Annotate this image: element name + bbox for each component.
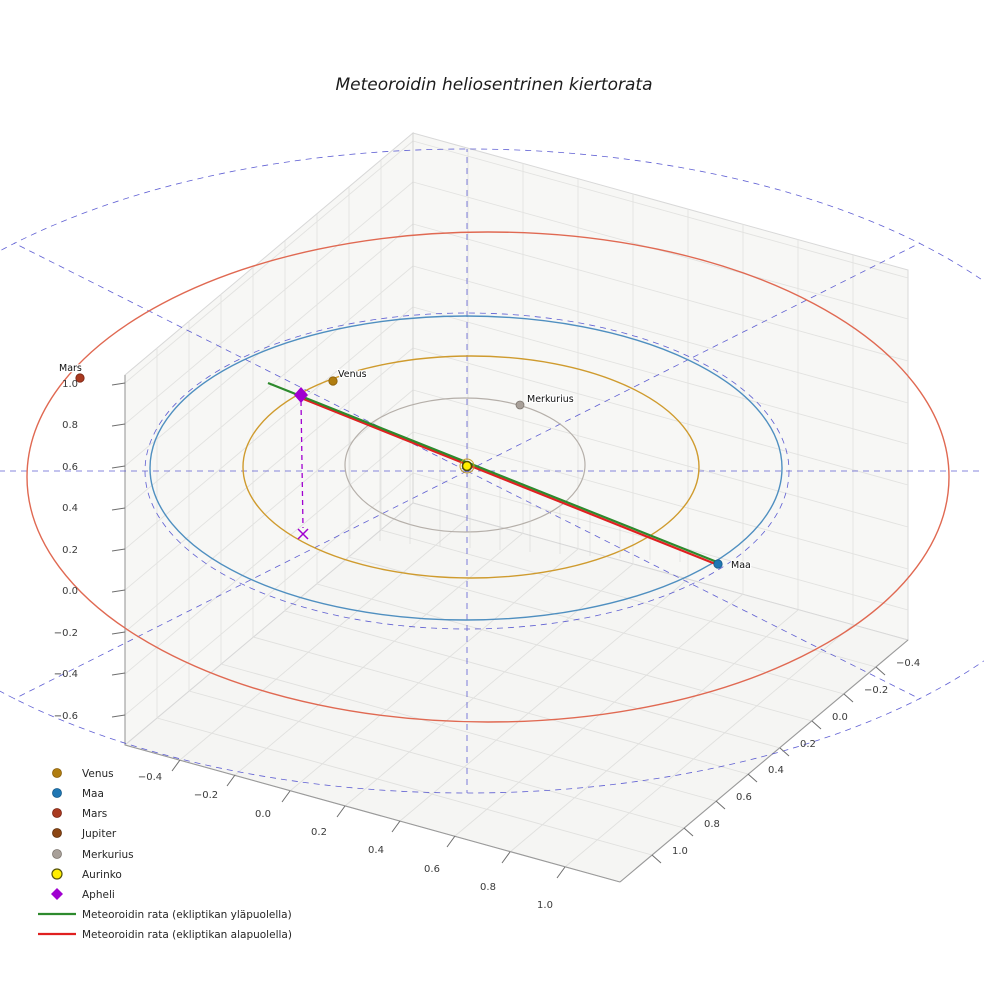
y-tick-label: −0.2 xyxy=(864,685,888,696)
sun-marker xyxy=(459,458,475,474)
legend-swatch-maa xyxy=(52,788,62,798)
orbit-venus xyxy=(242,355,700,579)
z-axis-ticks xyxy=(111,382,126,718)
meteoroid-above-line xyxy=(267,381,718,564)
orbit-mercury xyxy=(344,397,586,533)
x-axis-labels: −0.4 −0.2 0.0 0.2 0.4 0.6 0.8 1.0 xyxy=(138,772,553,911)
z-tick-label: 0.4 xyxy=(62,503,78,514)
z-tick-label: 0.6 xyxy=(62,462,78,473)
earth-label: Maa xyxy=(731,560,751,571)
orbit-earth xyxy=(149,315,783,621)
y-tick-label: −0.4 xyxy=(896,658,920,669)
meteoroid-below-line xyxy=(300,396,719,567)
legend-label-jupiter: Jupiter xyxy=(81,828,117,840)
z-tick-label: −0.2 xyxy=(54,628,78,639)
legend-swatch-venus xyxy=(52,768,62,778)
mercury-label: Merkurius xyxy=(527,394,574,405)
legend-swatch-merkurius xyxy=(52,849,62,859)
x-tick-label: 0.8 xyxy=(480,882,496,893)
mars-label: Mars xyxy=(59,363,82,374)
x-tick-label: 0.0 xyxy=(255,809,271,820)
legend-label-venus: Venus xyxy=(82,768,114,780)
y-tick-label: 1.0 xyxy=(672,846,688,857)
z-tick-label: −0.6 xyxy=(54,711,78,722)
x-tick-label: 1.0 xyxy=(537,900,553,911)
z-tick-label: 0.8 xyxy=(62,420,78,431)
plot-title: Meteoroidin heliosentrinen kiertorata xyxy=(336,75,653,95)
legend-label-apheli: Apheli xyxy=(82,889,115,901)
legend-swatch-mars xyxy=(52,808,62,818)
aphelion-ground-marker xyxy=(297,528,309,540)
legend-label-maa: Maa xyxy=(82,788,104,800)
x-tick-label: −0.2 xyxy=(194,790,218,801)
aphelion-drop-line xyxy=(300,400,304,529)
z-tick-label: 0.0 xyxy=(62,586,78,597)
z-tick-label: −0.4 xyxy=(54,669,78,680)
legend-item-aurinko: Aurinko xyxy=(51,868,122,881)
legend-swatch-apheli xyxy=(51,888,63,900)
earth-marker xyxy=(713,559,723,569)
legend-item-venus: Venus xyxy=(52,768,114,780)
legend-item-apheli: Apheli xyxy=(51,888,115,901)
z-tick-label: 0.2 xyxy=(62,545,78,556)
orbit-mars xyxy=(26,231,950,723)
legend-label-meteoroid-above: Meteoroidin rata (ekliptikan yläpuolella… xyxy=(82,909,292,921)
meteoroid-drop-stems xyxy=(349,416,681,562)
x-tick-label: 0.2 xyxy=(311,827,327,838)
x-tick-label: 0.4 xyxy=(368,845,384,856)
z-axis-labels: 1.0 0.8 0.6 0.4 0.2 0.0 −0.2 −0.4 −0.6 xyxy=(54,379,78,722)
y-tick-label: 0.4 xyxy=(768,765,784,776)
legend-label-aurinko: Aurinko xyxy=(82,869,122,881)
mars-marker xyxy=(75,373,85,383)
legend: Venus Maa Mars Jupiter Merkurius Aurinko… xyxy=(38,768,292,941)
y-axis-ticks xyxy=(651,666,886,864)
legend-swatch-aurinko xyxy=(51,868,63,880)
legend-item-merkurius: Merkurius xyxy=(52,849,134,861)
legend-item-mars: Mars xyxy=(52,808,107,820)
axis-spines xyxy=(124,375,909,883)
y-tick-label: 0.2 xyxy=(800,739,816,750)
x-axis-ticks xyxy=(171,759,566,879)
mercury-marker xyxy=(515,400,525,410)
legend-item-meteoroid-below: Meteoroidin rata (ekliptikan alapuolella… xyxy=(38,929,292,941)
legend-item-maa: Maa xyxy=(52,788,104,800)
y-tick-label: 0.6 xyxy=(736,792,752,803)
legend-label-meteoroid-below: Meteoroidin rata (ekliptikan alapuolella… xyxy=(82,929,292,941)
x-tick-label: 0.6 xyxy=(424,864,440,875)
y-tick-label: 0.0 xyxy=(832,712,848,723)
x-tick-label: −0.4 xyxy=(138,772,162,783)
aphelion-marker xyxy=(294,387,308,403)
y-tick-label: 0.8 xyxy=(704,819,720,830)
y-axis-labels: −0.4 −0.2 0.0 0.2 0.4 0.6 0.8 1.0 xyxy=(672,658,920,857)
venus-label: Venus xyxy=(338,369,367,380)
z-tick-label: 1.0 xyxy=(62,379,78,390)
legend-label-merkurius: Merkurius xyxy=(82,849,134,861)
venus-marker xyxy=(328,376,338,386)
polar-grid xyxy=(0,148,984,794)
legend-swatch-jupiter xyxy=(52,828,62,838)
legend-label-mars: Mars xyxy=(82,808,107,820)
legend-item-meteoroid-above: Meteoroidin rata (ekliptikan yläpuolella… xyxy=(38,909,292,921)
legend-item-jupiter: Jupiter xyxy=(52,828,117,840)
floor-grid xyxy=(156,517,877,868)
